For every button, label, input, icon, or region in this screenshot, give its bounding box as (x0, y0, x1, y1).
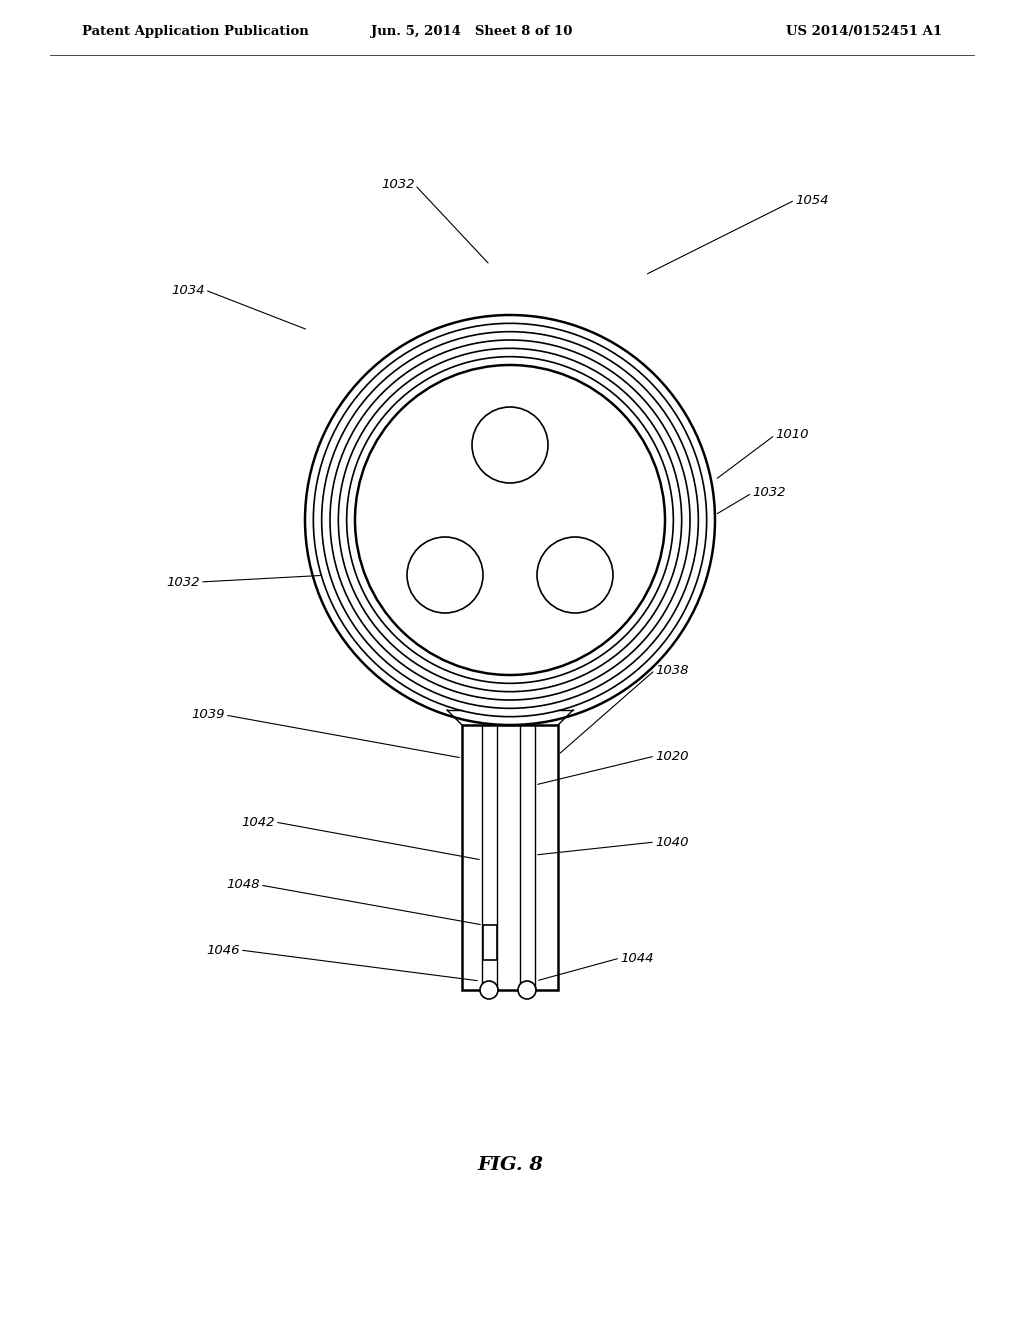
Bar (462, 725, 558, 990)
Text: 1038: 1038 (655, 664, 688, 676)
Circle shape (407, 537, 483, 612)
Text: 1020: 1020 (655, 750, 688, 763)
Bar (483, 925, 497, 960)
Text: FIG. 8: FIG. 8 (477, 1156, 543, 1173)
Text: 1032: 1032 (167, 576, 200, 589)
Circle shape (347, 356, 674, 684)
Circle shape (537, 537, 613, 612)
Text: 1010: 1010 (775, 429, 809, 441)
Circle shape (472, 407, 548, 483)
Text: 1054: 1054 (795, 194, 828, 206)
Circle shape (518, 981, 536, 999)
Text: 1032: 1032 (752, 487, 785, 499)
Text: Jun. 5, 2014   Sheet 8 of 10: Jun. 5, 2014 Sheet 8 of 10 (372, 25, 572, 38)
Circle shape (480, 981, 498, 999)
Text: 1044: 1044 (620, 952, 653, 965)
Text: 1046: 1046 (207, 944, 240, 957)
Text: 1032: 1032 (382, 178, 415, 191)
Text: 1039: 1039 (191, 709, 225, 722)
Text: 1042: 1042 (242, 816, 275, 829)
Text: Patent Application Publication: Patent Application Publication (82, 25, 309, 38)
Circle shape (330, 341, 690, 700)
Circle shape (322, 331, 698, 709)
Text: US 2014/0152451 A1: US 2014/0152451 A1 (785, 25, 942, 38)
Text: 1048: 1048 (226, 879, 260, 891)
Circle shape (305, 315, 715, 725)
Text: 1040: 1040 (655, 836, 688, 849)
Circle shape (338, 348, 682, 692)
Text: 1034: 1034 (171, 284, 205, 297)
Circle shape (313, 323, 707, 717)
Circle shape (355, 366, 665, 675)
